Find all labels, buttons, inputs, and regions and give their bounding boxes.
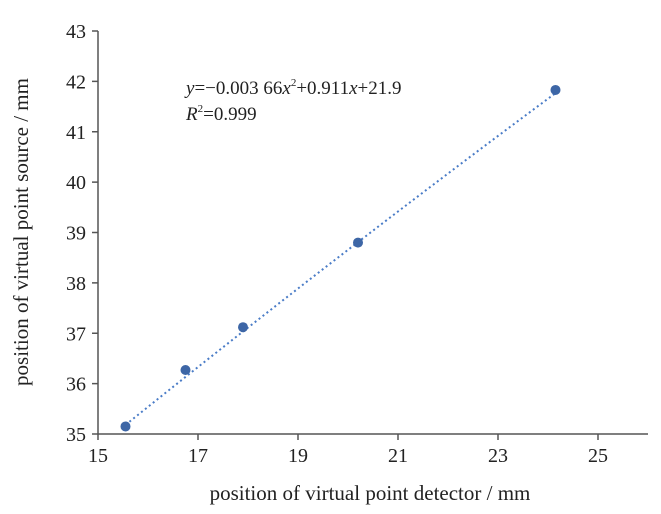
- x-tick-label: 23: [488, 445, 508, 467]
- y-tick-label: 43: [66, 21, 86, 43]
- y-tick-label: 42: [66, 71, 86, 93]
- trendline-group: [124, 92, 557, 426]
- y-tick-label: 38: [66, 273, 86, 295]
- data-point: [120, 421, 131, 432]
- y-tick-label: 36: [66, 374, 86, 396]
- x-tick-label: 25: [588, 445, 608, 467]
- x-tick-label: 15: [88, 445, 108, 467]
- x-tick-label: 21: [388, 445, 408, 467]
- x-tick-label: 19: [288, 445, 308, 467]
- data-point: [353, 237, 363, 248]
- y-tick-label: 39: [66, 223, 86, 245]
- x-tick-label: 17: [188, 445, 208, 467]
- data-points: [120, 84, 561, 432]
- data-point: [180, 365, 191, 376]
- data-point: [550, 84, 561, 95]
- y-axis-ticks: 35 36 37 38 39 40 41 42 43: [66, 21, 98, 446]
- data-point: [238, 322, 248, 333]
- x-axis-ticks: 15 17 19 21 23 25: [88, 434, 608, 467]
- regression-equation: y=−0.003 66x2+0.911x+21.9: [184, 77, 401, 99]
- y-tick-label: 41: [66, 122, 86, 144]
- y-tick-label: 40: [66, 172, 86, 194]
- trendline: [124, 92, 557, 426]
- y-tick-label: 35: [66, 424, 86, 446]
- x-axis-title: position of virtual point detector / mm: [210, 481, 531, 505]
- y-axis-title: position of virtual point source / mm: [9, 78, 33, 386]
- r-squared-label: R2=0.999: [185, 103, 257, 125]
- y-tick-label: 37: [66, 323, 86, 345]
